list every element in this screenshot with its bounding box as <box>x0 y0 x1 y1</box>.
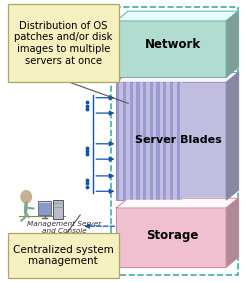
Bar <box>116 21 226 77</box>
Bar <box>123 82 126 200</box>
Bar <box>116 82 226 200</box>
Bar <box>173 82 177 200</box>
Text: Centralized system
management: Centralized system management <box>13 245 114 266</box>
Polygon shape <box>226 72 238 200</box>
Bar <box>163 82 166 200</box>
Text: Distribution of OS
patches and/or disk
images to multiple
servers at once: Distribution of OS patches and/or disk i… <box>14 21 113 66</box>
Bar <box>170 82 173 200</box>
Bar <box>136 82 140 200</box>
Bar <box>140 82 143 200</box>
Bar <box>150 82 153 200</box>
Bar <box>53 200 63 219</box>
FancyBboxPatch shape <box>8 4 119 82</box>
Polygon shape <box>226 198 238 267</box>
FancyBboxPatch shape <box>8 233 119 278</box>
Bar <box>180 82 183 200</box>
Bar <box>153 82 156 200</box>
Text: Server Blades: Server Blades <box>135 135 222 145</box>
Bar <box>177 82 180 200</box>
Bar <box>166 82 170 200</box>
Text: Management Server
and Console: Management Server and Console <box>27 221 102 234</box>
Bar <box>160 82 163 200</box>
Bar <box>111 7 238 275</box>
Bar <box>130 82 133 200</box>
Polygon shape <box>116 72 238 82</box>
Bar <box>146 82 150 200</box>
Polygon shape <box>226 11 238 77</box>
Polygon shape <box>39 203 50 214</box>
Bar <box>38 201 51 215</box>
Polygon shape <box>116 11 238 21</box>
Bar <box>156 82 160 200</box>
Text: Network: Network <box>144 38 201 51</box>
Bar <box>126 82 130 200</box>
Bar <box>133 82 136 200</box>
Text: Storage: Storage <box>146 230 199 243</box>
Bar <box>116 208 226 267</box>
Polygon shape <box>116 198 238 208</box>
Circle shape <box>21 191 31 203</box>
Bar <box>120 82 123 200</box>
Bar <box>116 82 120 200</box>
Bar <box>143 82 146 200</box>
